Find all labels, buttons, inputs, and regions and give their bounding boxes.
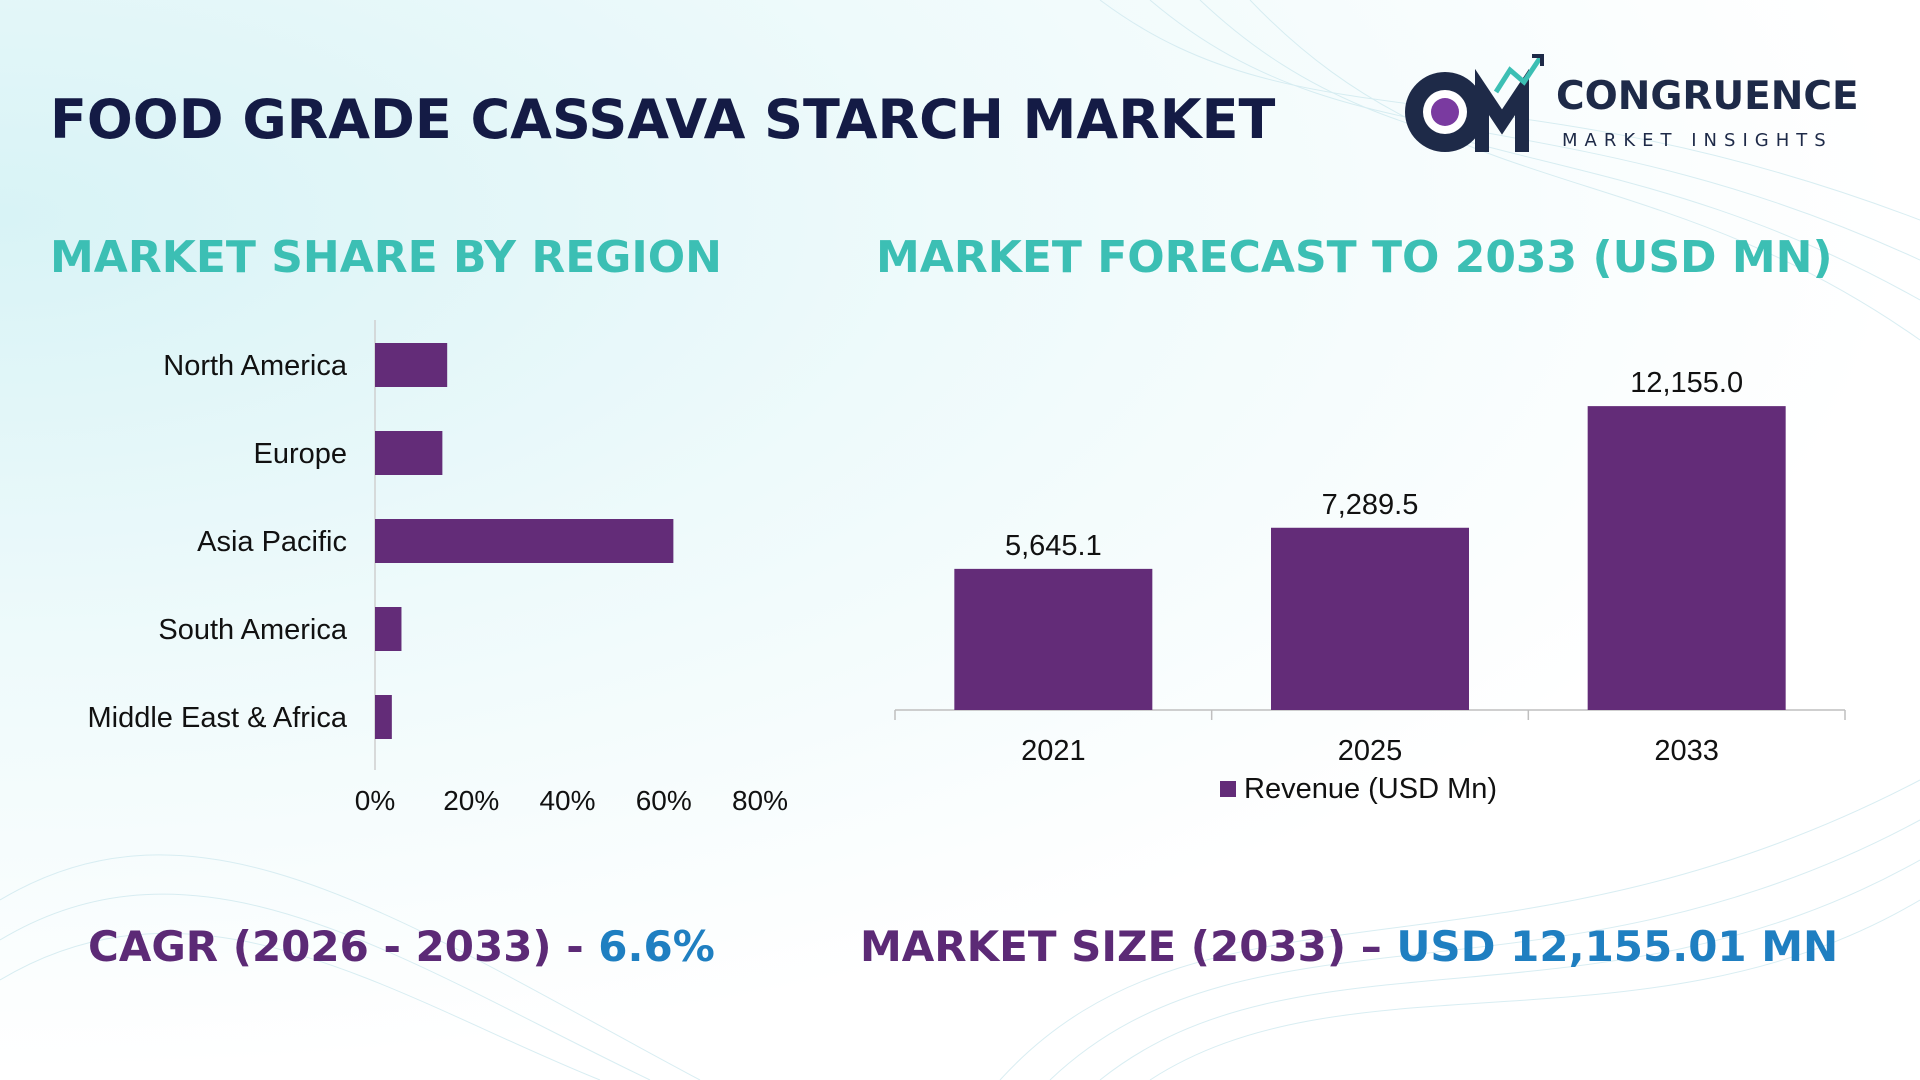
- region-category-label: South America: [158, 614, 347, 646]
- market-size-statement: MARKET SIZE (2033) – USD 12,155.01 MN: [860, 922, 1838, 971]
- region-bar: [375, 431, 443, 475]
- region-x-tick-label: 80%: [732, 785, 788, 816]
- company-logo: CONGRUENCE MARKET INSIGHTS: [1400, 52, 1870, 162]
- forecast-legend-label: Revenue (USD Mn): [1244, 773, 1497, 805]
- forecast-chart-title: MARKET FORECAST TO 2033 (USD MN): [876, 232, 1833, 283]
- region-category-label: North America: [163, 350, 348, 382]
- forecast-category-label: 2033: [1654, 735, 1719, 767]
- region-category-label: Europe: [253, 438, 347, 470]
- logo-name: CONGRUENCE: [1556, 74, 1859, 119]
- region-bar: [375, 695, 392, 739]
- region-x-tick-label: 0%: [355, 785, 395, 816]
- region-share-chart: North America Europe Asia Pacific South Ame…: [88, 320, 788, 816]
- forecast-data-label: 12,155.0: [1630, 367, 1743, 399]
- page-title: FOOD GRADE CASSAVA STARCH MARKET: [50, 88, 1276, 151]
- region-category-label: Asia Pacific: [197, 526, 347, 558]
- forecast-category-label: 2025: [1338, 735, 1403, 767]
- forecast-bar: [1271, 527, 1469, 710]
- cagr-statement: CAGR (2026 - 2033) - 6.6%: [88, 922, 715, 971]
- region-bar: [375, 607, 402, 651]
- legend-swatch-icon: [1220, 781, 1236, 797]
- cagr-label: CAGR (2026 - 2033) -: [88, 922, 599, 971]
- forecast-bar: [1587, 406, 1786, 710]
- forecast-data-label: 5,645.1: [1005, 530, 1102, 562]
- logo-mark-icon: [1405, 54, 1544, 152]
- region-bar: [375, 519, 674, 563]
- region-x-tick-label: 60%: [636, 785, 692, 816]
- cagr-value: 6.6%: [598, 922, 715, 971]
- market-size-value: USD 12,155.01 MN: [1396, 922, 1839, 971]
- market-size-label: MARKET SIZE (2033) –: [860, 922, 1397, 971]
- region-bar: [375, 343, 448, 387]
- forecast-category-label: 2021: [1021, 735, 1086, 767]
- market-forecast-chart: 5,645.1 7,289.5 12,155.0 2021 2025 2033 Reve…: [894, 367, 1846, 805]
- region-category-label: Middle East & Africa: [88, 702, 348, 734]
- region-x-tick-label: 40%: [539, 785, 595, 816]
- forecast-bar: [954, 568, 1153, 710]
- logo-tagline: MARKET INSIGHTS: [1562, 130, 1833, 151]
- region-x-tick-label: 20%: [443, 785, 499, 816]
- forecast-data-label: 7,289.5: [1322, 489, 1419, 521]
- region-chart-title: MARKET SHARE BY REGION: [50, 232, 722, 283]
